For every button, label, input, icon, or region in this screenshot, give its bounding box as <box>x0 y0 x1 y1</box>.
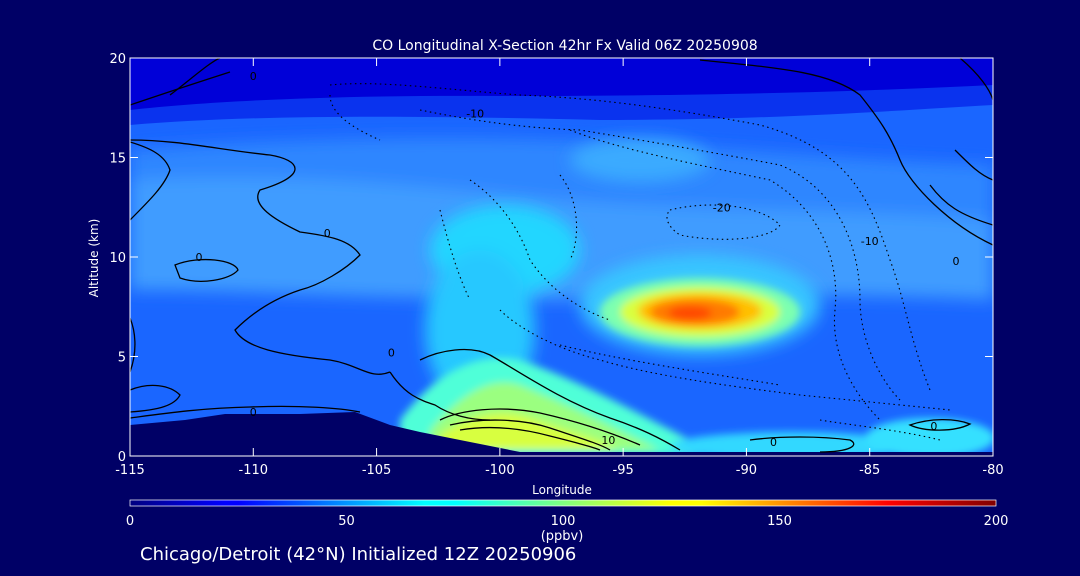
y-tick-label: 0 <box>118 450 126 465</box>
y-tick-label: 20 <box>109 52 126 67</box>
contour-label: 0 <box>930 420 937 433</box>
x-tick-label: -95 <box>613 463 634 478</box>
co-field-upper-min <box>130 58 993 110</box>
contour-label: 0 <box>250 406 257 419</box>
x-tick-label: -100 <box>485 463 515 478</box>
contour-label: 0 <box>770 436 777 449</box>
contour-label: 10 <box>601 434 615 447</box>
contour-labels: 0 -10 -20 -10 0 0 0 0 10 0 0 0 <box>196 70 960 449</box>
x-tick-label: -110 <box>239 463 269 478</box>
colorbar-tick-label: 200 <box>984 514 1009 529</box>
x-tick-label: -115 <box>115 463 145 478</box>
co-field-plume-aloft <box>600 278 800 346</box>
colorbar-tick-label: 0 <box>126 514 134 529</box>
contour-label: -10 <box>861 235 879 248</box>
contours-dotted <box>329 83 951 441</box>
contour-label: -20 <box>713 201 731 214</box>
y-tick-label: 15 <box>109 152 126 167</box>
y-tick-label: 10 <box>109 251 126 266</box>
x-tick-label: -105 <box>362 463 392 478</box>
y-axis-label: Altitude (km) <box>87 219 101 298</box>
plot-area: 0 -10 -20 -10 0 0 0 0 10 0 0 0 <box>130 58 993 456</box>
footer-caption: Chicago/Detroit (42°N) Initialized 12Z 2… <box>140 544 576 565</box>
x-tick-label: -80 <box>982 463 1003 478</box>
contour-label: -10 <box>466 108 484 121</box>
y-tick-label: 5 <box>118 351 126 366</box>
x-axis: -115 -110 -105 -100 -95 -90 -85 -80 <box>115 58 1004 478</box>
x-tick-label: -90 <box>736 463 757 478</box>
contour-label: 0 <box>388 347 395 360</box>
x-axis-label: Longitude <box>532 483 592 497</box>
colorbar-tick-label: 150 <box>767 514 792 529</box>
contour-label: 0 <box>250 70 257 83</box>
y-axis: 0 5 10 15 20 <box>109 52 993 465</box>
colorbar-tick-label: 100 <box>551 514 576 529</box>
contour-label: 0 <box>324 227 331 240</box>
contour-label: 0 <box>953 255 960 268</box>
contours-solid <box>130 58 993 453</box>
colorbar <box>129 499 997 507</box>
contour-label: 0 <box>196 251 203 264</box>
colorbar-ticks: 0 50 100 150 200 <box>126 514 1009 529</box>
terrain <box>130 412 993 456</box>
colorbar-tick-label: 50 <box>338 514 355 529</box>
x-tick-label: -85 <box>859 463 880 478</box>
colorbar-unit: (ppbv) <box>541 529 584 544</box>
chart-title: CO Longitudinal X-Section 42hr Fx Valid … <box>372 38 757 54</box>
